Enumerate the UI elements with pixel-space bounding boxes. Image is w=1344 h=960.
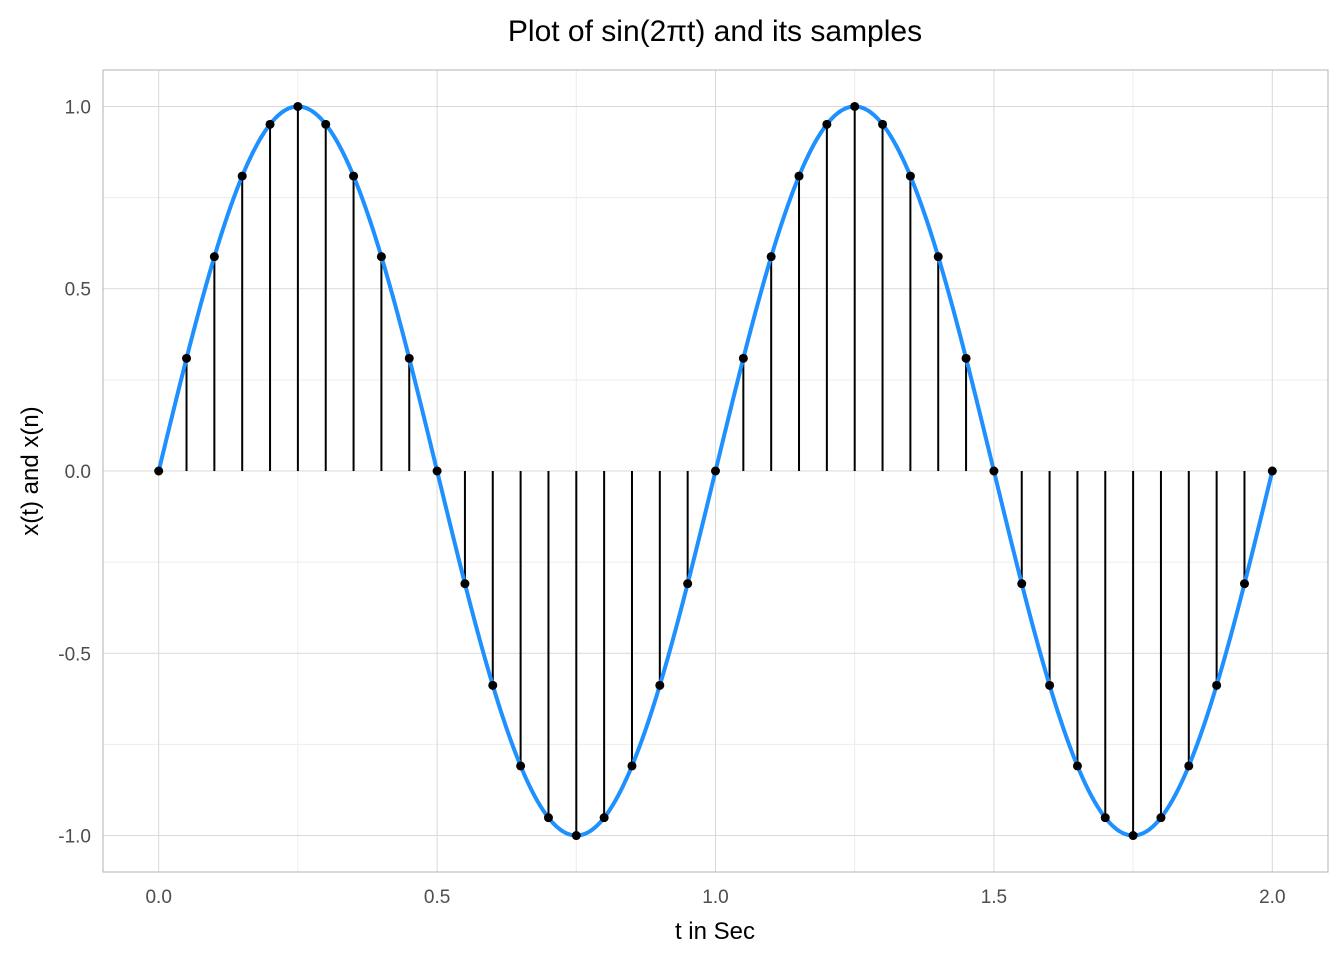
sample-point: [237, 171, 247, 181]
x-tick-label: 1.5: [981, 887, 1007, 908]
sample-point: [488, 680, 498, 690]
sample-point: [1017, 579, 1027, 589]
sample-point: [1156, 813, 1166, 823]
sample-point: [989, 466, 999, 476]
y-tick-label: 0.0: [65, 462, 91, 483]
sample-point: [655, 680, 665, 690]
sample-point: [711, 466, 720, 476]
stem-lines: [185, 106, 1246, 836]
sample-point: [571, 831, 581, 841]
sample-point: [154, 466, 164, 476]
sample-point: [293, 101, 303, 111]
sample-point: [683, 579, 693, 589]
sample-point: [627, 761, 637, 771]
sample-point: [1128, 831, 1138, 841]
x-tick-label: 0.0: [145, 887, 171, 908]
sample-point: [933, 252, 943, 262]
y-tick-label: -1.0: [58, 827, 91, 848]
sample-point: [376, 252, 386, 262]
y-axis-label: x(t) and x(n): [17, 406, 44, 535]
sample-point: [543, 813, 553, 823]
sample-points: [154, 101, 1277, 841]
sample-point: [961, 353, 971, 363]
sample-point: [738, 353, 748, 363]
sample-point: [905, 171, 915, 181]
sample-point: [1239, 579, 1249, 589]
sample-point: [878, 119, 888, 129]
sample-point: [349, 171, 359, 181]
sample-point: [265, 119, 275, 129]
sample-point: [1100, 813, 1110, 823]
y-tick-label: 0.5: [65, 280, 91, 301]
sample-point: [1045, 680, 1055, 690]
sample-point: [766, 252, 776, 262]
sample-point: [822, 119, 832, 129]
sample-point: [182, 353, 192, 363]
sample-point: [599, 813, 609, 823]
sample-point: [1072, 761, 1082, 771]
sample-point: [432, 466, 442, 476]
sample-point: [209, 252, 219, 262]
plot-panel-border: [102, 69, 1329, 873]
x-axis-label: t in Sec: [675, 918, 755, 945]
x-tick-label: 2.0: [1259, 887, 1285, 908]
y-axis-tick-labels: -1.0 -0.5 0.0 0.5 1.0: [58, 97, 91, 847]
sample-point: [1267, 466, 1277, 476]
sample-point: [404, 353, 414, 363]
y-tick-label: 1.0: [65, 97, 91, 118]
sample-point: [794, 171, 804, 181]
x-tick-label: 0.5: [424, 887, 450, 908]
x-axis-tick-labels: 0.0 0.5 1.0 1.5 2.0: [145, 887, 1285, 908]
sample-point: [1212, 680, 1222, 690]
x-tick-label: 1.0: [702, 887, 728, 908]
sample-point: [321, 119, 331, 129]
sample-point: [1184, 761, 1194, 771]
chart-title: Plot of sin(2πt) and its samples: [508, 15, 922, 48]
sample-point: [460, 579, 470, 589]
y-tick-label: -0.5: [58, 644, 91, 665]
sample-point: [516, 761, 526, 771]
sample-point: [850, 101, 860, 111]
